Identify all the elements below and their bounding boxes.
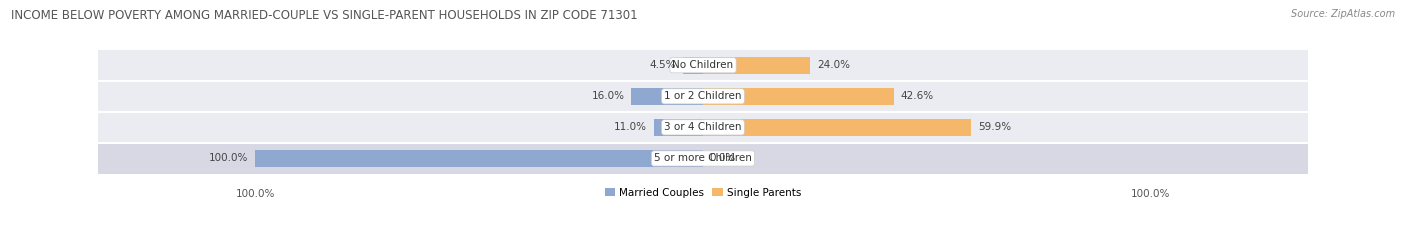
Text: 59.9%: 59.9% xyxy=(979,122,1011,132)
Bar xyxy=(683,57,703,74)
Bar xyxy=(76,143,1330,174)
Bar xyxy=(76,50,1330,81)
Text: 0.0%: 0.0% xyxy=(710,154,735,163)
Bar xyxy=(76,81,1330,112)
Text: 24.0%: 24.0% xyxy=(817,60,851,70)
Legend: Married Couples, Single Parents: Married Couples, Single Parents xyxy=(600,183,806,202)
Text: 5 or more Children: 5 or more Children xyxy=(654,154,752,163)
Text: Source: ZipAtlas.com: Source: ZipAtlas.com xyxy=(1291,9,1395,19)
Bar xyxy=(703,88,894,105)
Text: 42.6%: 42.6% xyxy=(900,91,934,101)
Text: 16.0%: 16.0% xyxy=(592,91,624,101)
Bar xyxy=(631,88,703,105)
Text: 4.5%: 4.5% xyxy=(650,60,676,70)
Bar xyxy=(76,112,1330,143)
Text: 3 or 4 Children: 3 or 4 Children xyxy=(664,122,742,132)
Text: INCOME BELOW POVERTY AMONG MARRIED-COUPLE VS SINGLE-PARENT HOUSEHOLDS IN ZIP COD: INCOME BELOW POVERTY AMONG MARRIED-COUPL… xyxy=(11,9,638,22)
Text: 1 or 2 Children: 1 or 2 Children xyxy=(664,91,742,101)
Text: No Children: No Children xyxy=(672,60,734,70)
Text: 11.0%: 11.0% xyxy=(614,122,647,132)
Bar xyxy=(703,57,810,74)
Bar xyxy=(703,119,972,136)
Bar xyxy=(254,150,703,167)
Bar xyxy=(654,119,703,136)
Text: 100.0%: 100.0% xyxy=(209,154,249,163)
